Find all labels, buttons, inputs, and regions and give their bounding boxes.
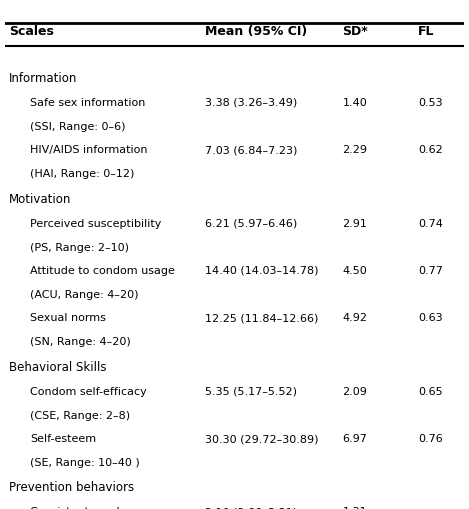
Text: Perceived susceptibility: Perceived susceptibility (30, 218, 161, 229)
Text: FL: FL (418, 25, 435, 38)
Text: 1.31: 1.31 (342, 507, 367, 509)
Text: 6.97: 6.97 (342, 434, 367, 444)
Text: Condom self-efficacy: Condom self-efficacy (30, 387, 147, 397)
Text: HIV/AIDS information: HIV/AIDS information (30, 145, 147, 155)
Text: Information: Information (9, 72, 78, 85)
Text: (SSI, Range: 0–6): (SSI, Range: 0–6) (30, 122, 126, 132)
Text: Mean (95% CI): Mean (95% CI) (204, 25, 307, 38)
Text: 2.29: 2.29 (342, 145, 368, 155)
Text: Scales: Scales (9, 25, 54, 38)
Text: (SN, Range: 4–20): (SN, Range: 4–20) (30, 337, 131, 347)
Text: 4.92: 4.92 (342, 314, 368, 323)
Text: (HAI, Range: 0–12): (HAI, Range: 0–12) (30, 169, 134, 179)
Text: 2.09: 2.09 (342, 387, 367, 397)
Text: 0.63: 0.63 (418, 314, 443, 323)
Text: Consistent condom use: Consistent condom use (30, 507, 160, 509)
Text: 0.53: 0.53 (418, 98, 443, 108)
Text: 0.65: 0.65 (418, 387, 443, 397)
Text: Self-esteem: Self-esteem (30, 434, 96, 444)
Text: Sexual norms: Sexual norms (30, 314, 106, 323)
Text: 7.03 (6.84–7.23): 7.03 (6.84–7.23) (204, 145, 297, 155)
Text: 1.40: 1.40 (342, 98, 367, 108)
Text: (PS, Range: 2–10): (PS, Range: 2–10) (30, 242, 129, 252)
Text: 0.76: 0.76 (418, 434, 443, 444)
Text: 4.50: 4.50 (342, 266, 367, 276)
Text: Prevention behaviors: Prevention behaviors (9, 482, 135, 494)
Text: 0.74: 0.74 (418, 218, 443, 229)
Text: 6.21 (5.97–6.46): 6.21 (5.97–6.46) (204, 218, 297, 229)
Text: -: - (418, 507, 423, 509)
Text: (CSE, Range: 2–8): (CSE, Range: 2–8) (30, 411, 130, 420)
Text: 3.10 (2.99–3.21): 3.10 (2.99–3.21) (204, 507, 297, 509)
Text: SD*: SD* (342, 25, 368, 38)
Text: 3.38 (3.26–3.49): 3.38 (3.26–3.49) (204, 98, 297, 108)
Text: 12.25 (11.84–12.66): 12.25 (11.84–12.66) (204, 314, 318, 323)
Text: (SE, Range: 10–40 ): (SE, Range: 10–40 ) (30, 458, 140, 468)
Text: Safe sex information: Safe sex information (30, 98, 145, 108)
Text: 14.40 (14.03–14.78): 14.40 (14.03–14.78) (204, 266, 318, 276)
Text: Behavioral Skills: Behavioral Skills (9, 361, 107, 374)
Text: Motivation: Motivation (9, 192, 72, 206)
Text: 5.35 (5.17–5.52): 5.35 (5.17–5.52) (204, 387, 296, 397)
Text: 0.62: 0.62 (418, 145, 443, 155)
Text: 30.30 (29.72–30.89): 30.30 (29.72–30.89) (204, 434, 318, 444)
Text: 2.91: 2.91 (342, 218, 367, 229)
Text: Attitude to condom usage: Attitude to condom usage (30, 266, 175, 276)
Text: 0.77: 0.77 (418, 266, 443, 276)
Text: (ACU, Range: 4–20): (ACU, Range: 4–20) (30, 290, 138, 300)
